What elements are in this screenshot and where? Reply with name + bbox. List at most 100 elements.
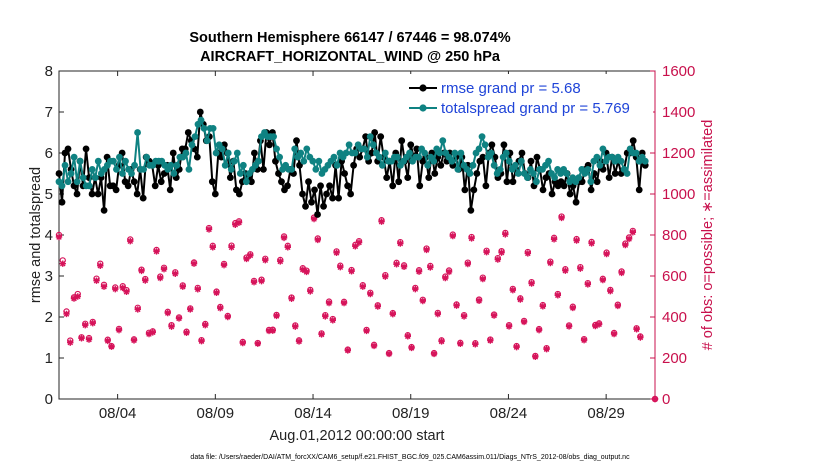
totalspread-point <box>378 161 386 169</box>
obs-assimilated-point <box>539 303 547 310</box>
rmse-point <box>350 161 358 169</box>
totalspread-point <box>88 166 96 173</box>
totalspread-point <box>221 161 229 169</box>
totalspread-point <box>200 124 208 132</box>
obs-assimilated-point <box>494 256 502 263</box>
obs-assimilated-point <box>558 214 565 222</box>
totalspread-point <box>91 174 99 182</box>
x-tick-label: 08/14 <box>294 405 332 422</box>
totalspread-point <box>309 157 317 165</box>
totalspread-point <box>167 161 175 169</box>
rmse-point <box>73 190 81 198</box>
obs-assimilated-point <box>205 226 213 233</box>
rmse-point <box>518 149 526 157</box>
rmse-point <box>275 170 282 177</box>
rmse-point <box>587 186 595 194</box>
obs-assimilated-point <box>280 234 288 242</box>
obs-assimilated-point <box>359 283 366 290</box>
obs-assimilated-point <box>550 236 558 243</box>
rmse-point <box>539 186 547 194</box>
y-right-tick-label: 600 <box>662 268 687 285</box>
obs-assimilated-point <box>59 260 66 267</box>
totalspread-point <box>58 182 66 190</box>
totalspread-point <box>394 153 401 161</box>
totalspread-point <box>197 116 205 124</box>
y-right-tick-label: 0 <box>662 391 670 408</box>
obs-assimilated-point <box>588 240 595 247</box>
obs-assimilated-point <box>415 268 423 275</box>
obs-assimilated-point <box>318 331 325 338</box>
obs-assimilated-point <box>577 265 584 272</box>
obs-assimilated-point <box>562 267 569 274</box>
totalspread-point <box>596 161 604 169</box>
totalspread-point <box>67 170 75 177</box>
rmse-point <box>488 141 496 149</box>
obs-assimilated-point <box>82 322 89 329</box>
y-right-tick-label: 1400 <box>662 104 695 121</box>
rmse-point <box>335 194 342 202</box>
totalspread-point <box>632 149 640 157</box>
totalspread-point <box>375 153 383 161</box>
totalspread-point <box>333 161 341 169</box>
obs-assimilated-point <box>288 295 295 302</box>
obs-assimilated-point <box>610 330 618 338</box>
obs-assimilated-point <box>254 340 261 347</box>
obs-assimilated-point <box>348 268 355 275</box>
obs-assimilated-point <box>385 350 393 358</box>
obs-assimilated-point <box>370 342 378 350</box>
rmse-point <box>293 137 300 145</box>
totalspread-point <box>70 153 78 161</box>
rmse-point <box>166 186 174 194</box>
totalspread-point <box>587 178 595 186</box>
rmse-point <box>248 178 255 186</box>
obs-assimilated-point <box>457 340 464 348</box>
totalspread-point <box>134 129 141 136</box>
plot-area <box>58 70 656 400</box>
rmse-point <box>130 178 138 186</box>
x-tick-label: 08/29 <box>587 405 625 422</box>
obs-assimilated-point <box>532 353 539 360</box>
obs-assimilated-point <box>483 249 490 256</box>
y-left-tick-label: 2 <box>45 309 53 326</box>
rmse-point <box>356 153 364 161</box>
totalspread-point <box>230 157 238 165</box>
y-left-tick-label: 1 <box>45 350 53 367</box>
obs-assimilated-point <box>269 327 276 334</box>
obs-assimilated-point <box>295 338 303 345</box>
totalspread-point <box>436 149 444 157</box>
totalspread-point <box>406 149 413 157</box>
rmse-point <box>94 190 102 198</box>
obs-assimilated-point <box>449 232 457 240</box>
legend-rmse-marker <box>419 84 427 92</box>
totalspread-point <box>128 170 135 177</box>
totalspread-point <box>270 133 277 141</box>
totalspread-point <box>79 174 87 182</box>
obs-assimilated-point <box>434 310 442 318</box>
obs-assimilated-point <box>70 295 78 302</box>
totalspread-point <box>623 170 631 177</box>
totalspread-point <box>342 149 350 157</box>
obs-assimilated-point <box>573 237 580 244</box>
obs-assimilated-point <box>543 345 550 353</box>
totalspread-point <box>288 166 296 173</box>
obs-assimilated-point <box>393 261 400 268</box>
obs-assimilated-point <box>329 317 336 324</box>
rmse-point <box>527 157 535 165</box>
totalspread-point <box>312 166 320 173</box>
totalspread-point <box>481 141 489 149</box>
obs-assimilated-point <box>378 218 385 225</box>
obs-assimilated-point <box>427 264 434 271</box>
obs-assimilated-point <box>475 297 483 305</box>
obs-assimilated-point <box>138 267 145 275</box>
obs-assimilated-point <box>479 275 487 283</box>
obs-assimilated-point <box>243 255 250 263</box>
rmse-point <box>320 202 327 210</box>
y-left-tick-label: 4 <box>45 227 53 244</box>
totalspread-point <box>469 161 477 169</box>
obs-assimilated-point <box>108 343 115 350</box>
obs-assimilated-point <box>187 306 194 313</box>
totalspread-point <box>517 157 525 165</box>
totalspread-point <box>345 141 353 149</box>
obs-assimilated-point <box>179 283 186 290</box>
obs-assimilated-point <box>100 283 108 290</box>
